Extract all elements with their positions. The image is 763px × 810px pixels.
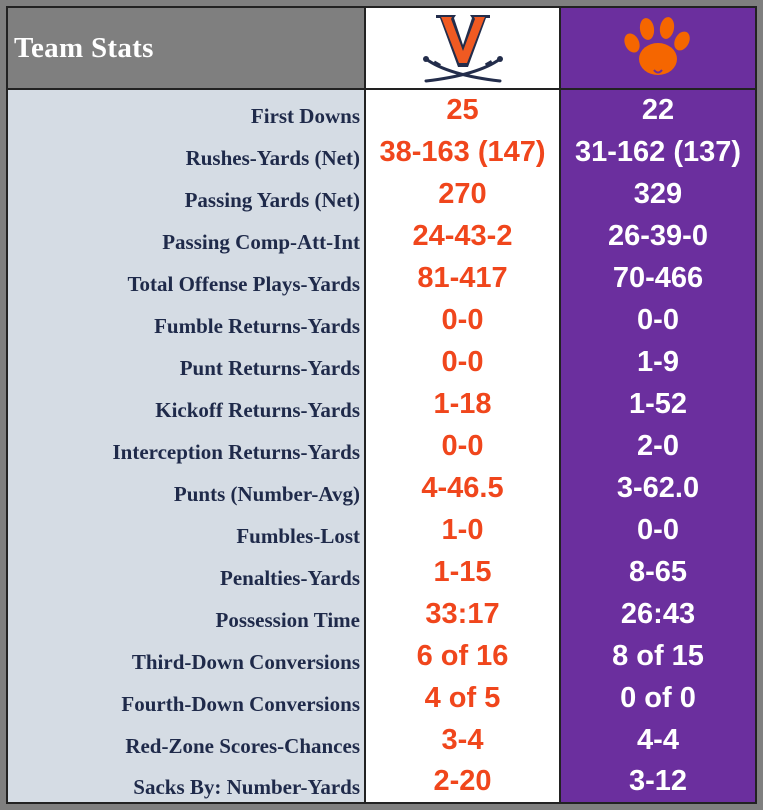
stat-label: Kickoff Returns-Yards: [6, 383, 366, 425]
stat-label: Red-Zone Scores-Chances: [6, 719, 366, 761]
team2-value: 2-0: [559, 425, 757, 467]
team1-header: [364, 6, 561, 90]
stat-row: Interception Returns-Yards 0-0 2-0: [6, 425, 757, 467]
team1-value: 4-46.5: [364, 467, 561, 509]
team2-value: 8-65: [559, 551, 757, 593]
team1-value: 2-20: [364, 761, 561, 804]
team-stats-table: Team Stats: [6, 6, 757, 804]
stat-label: First Downs: [6, 89, 366, 131]
stat-row: Passing Comp-Att-Int 24-43-2 26-39-0: [6, 215, 757, 257]
team2-value: 0-0: [559, 299, 757, 341]
stat-row: Fumbles-Lost 1-0 0-0: [6, 509, 757, 551]
team1-value: 0-0: [364, 425, 561, 467]
stat-label: Punts (Number-Avg): [6, 467, 366, 509]
team2-header: [559, 6, 757, 90]
stat-row: Fumble Returns-Yards 0-0 0-0: [6, 299, 757, 341]
stat-label: Rushes-Yards (Net): [6, 131, 366, 173]
team2-value: 1-52: [559, 383, 757, 425]
team2-value: 3-12: [559, 761, 757, 804]
stat-label: Fumbles-Lost: [6, 509, 366, 551]
team1-value: 25: [364, 89, 561, 131]
team1-value: 1-15: [364, 551, 561, 593]
team1-value: 0-0: [364, 299, 561, 341]
team1-value: 33:17: [364, 593, 561, 635]
stat-label: Penalties-Yards: [6, 551, 366, 593]
team1-value: 1-0: [364, 509, 561, 551]
stat-label: Sacks By: Number-Yards: [6, 761, 366, 804]
team2-value: 26-39-0: [559, 215, 757, 257]
stat-row: Sacks By: Number-Yards 2-20 3-12: [6, 761, 757, 804]
stat-label: Passing Comp-Att-Int: [6, 215, 366, 257]
stat-row: Kickoff Returns-Yards 1-18 1-52: [6, 383, 757, 425]
virginia-logo-icon: [422, 15, 503, 83]
stat-row: Punts (Number-Avg) 4-46.5 3-62.0: [6, 467, 757, 509]
team1-value: 270: [364, 173, 561, 215]
stat-label: Possession Time: [6, 593, 366, 635]
header-row: Team Stats: [6, 6, 757, 90]
stats-body: First Downs 25 22 Rushes-Yards (Net) 38-163 …: [6, 89, 757, 804]
team2-value: 3-62.0: [559, 467, 757, 509]
stat-label: Fumble Returns-Yards: [6, 299, 366, 341]
team1-value: 38-163 (147): [364, 131, 561, 173]
team2-value: 26:43: [559, 593, 757, 635]
stat-row: Punt Returns-Yards 0-0 1-9: [6, 341, 757, 383]
stat-row: Total Offense Plays-Yards 81-417 70-466: [6, 257, 757, 299]
table-title: Team Stats: [6, 6, 366, 90]
team2-value: 329: [559, 173, 757, 215]
team2-value: 31-162 (137): [559, 131, 757, 173]
stat-label: Third-Down Conversions: [6, 635, 366, 677]
team2-value: 0-0: [559, 509, 757, 551]
stat-row: Rushes-Yards (Net) 38-163 (147) 31-162 (13…: [6, 131, 757, 173]
team2-value: 1-9: [559, 341, 757, 383]
stat-label: Fourth-Down Conversions: [6, 677, 366, 719]
stat-label: Total Offense Plays-Yards: [6, 257, 366, 299]
team2-value: 8 of 15: [559, 635, 757, 677]
team1-value: 24-43-2: [364, 215, 561, 257]
stat-label: Passing Yards (Net): [6, 173, 366, 215]
team1-value: 0-0: [364, 341, 561, 383]
team1-value: 6 of 16: [364, 635, 561, 677]
stat-label: Punt Returns-Yards: [6, 341, 366, 383]
team2-value: 22: [559, 89, 757, 131]
stat-row: Possession Time 33:17 26:43: [6, 593, 757, 635]
team2-value: 4-4: [559, 719, 757, 761]
team1-value: 4 of 5: [364, 677, 561, 719]
stat-row: Passing Yards (Net) 270 329: [6, 173, 757, 215]
stat-row: First Downs 25 22: [6, 89, 757, 131]
team1-value: 3-4: [364, 719, 561, 761]
stat-row: Third-Down Conversions 6 of 16 8 of 15: [6, 635, 757, 677]
stat-label: Interception Returns-Yards: [6, 425, 366, 467]
stat-row: Red-Zone Scores-Chances 3-4 4-4: [6, 719, 757, 761]
team1-value: 81-417: [364, 257, 561, 299]
tiger-paw-icon: [624, 17, 690, 75]
team1-value: 1-18: [364, 383, 561, 425]
team2-value: 0 of 0: [559, 677, 757, 719]
stat-row: Penalties-Yards 1-15 8-65: [6, 551, 757, 593]
team2-value: 70-466: [559, 257, 757, 299]
